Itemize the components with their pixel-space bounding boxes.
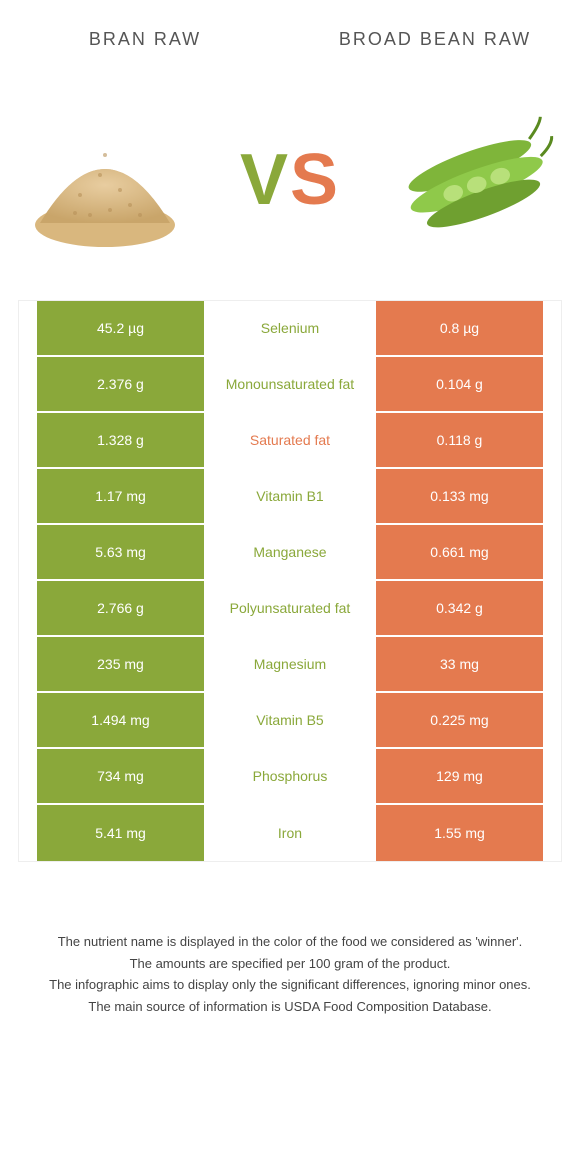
table-row: 45.2 µgSelenium0.8 µg xyxy=(37,301,543,357)
table-row: 5.41 mgIron1.55 mg xyxy=(37,805,543,861)
cell-right-value: 0.118 g xyxy=(376,413,543,467)
cell-right-value: 0.342 g xyxy=(376,581,543,635)
footer-line-4: The main source of information is USDA F… xyxy=(30,997,550,1017)
bran-pile-icon xyxy=(20,95,190,265)
cell-nutrient-name: Polyunsaturated fat xyxy=(204,581,376,635)
table-row: 2.766 gPolyunsaturated fat0.342 g xyxy=(37,581,543,637)
table-row: 1.17 mgVitamin B10.133 mg xyxy=(37,469,543,525)
cell-right-value: 0.8 µg xyxy=(376,301,543,355)
cell-nutrient-name: Manganese xyxy=(204,525,376,579)
header-right-title: BROAD BEAN RAW xyxy=(290,28,580,51)
footer-line-2: The amounts are specified per 100 gram o… xyxy=(30,954,550,974)
cell-nutrient-name: Phosphorus xyxy=(204,749,376,803)
broad-beans-icon xyxy=(390,95,560,265)
cell-right-value: 129 mg xyxy=(376,749,543,803)
cell-right-value: 0.661 mg xyxy=(376,525,543,579)
header-left-title: BRAN RAW xyxy=(0,28,290,51)
cell-left-value: 1.494 mg xyxy=(37,693,204,747)
cell-nutrient-name: Saturated fat xyxy=(204,413,376,467)
cell-left-value: 5.63 mg xyxy=(37,525,204,579)
cell-right-value: 1.55 mg xyxy=(376,805,543,861)
images-row: VS xyxy=(0,80,580,280)
cell-right-value: 0.104 g xyxy=(376,357,543,411)
table-row: 1.494 mgVitamin B50.225 mg xyxy=(37,693,543,749)
vs-left-letter: V xyxy=(240,140,290,220)
cell-nutrient-name: Monounsaturated fat xyxy=(204,357,376,411)
table-row: 1.328 gSaturated fat0.118 g xyxy=(37,413,543,469)
cell-nutrient-name: Vitamin B5 xyxy=(204,693,376,747)
vs-right-letter: S xyxy=(290,140,340,220)
table-row: 2.376 gMonounsaturated fat0.104 g xyxy=(37,357,543,413)
table-row: 5.63 mgManganese0.661 mg xyxy=(37,525,543,581)
footer-line-1: The nutrient name is displayed in the co… xyxy=(30,932,550,952)
cell-left-value: 1.17 mg xyxy=(37,469,204,523)
comparison-table: 45.2 µgSelenium0.8 µg2.376 gMonounsatura… xyxy=(18,300,562,862)
cell-left-value: 1.328 g xyxy=(37,413,204,467)
cell-nutrient-name: Selenium xyxy=(204,301,376,355)
cell-left-value: 5.41 mg xyxy=(37,805,204,861)
cell-left-value: 734 mg xyxy=(37,749,204,803)
cell-nutrient-name: Magnesium xyxy=(204,637,376,691)
cell-nutrient-name: Iron xyxy=(204,805,376,861)
cell-left-value: 2.376 g xyxy=(37,357,204,411)
header-row: BRAN RAW BROAD BEAN RAW xyxy=(0,0,580,80)
cell-left-value: 235 mg xyxy=(37,637,204,691)
cell-right-value: 0.225 mg xyxy=(376,693,543,747)
cell-right-value: 33 mg xyxy=(376,637,543,691)
table-row: 734 mgPhosphorus129 mg xyxy=(37,749,543,805)
vs-label: VS xyxy=(240,144,340,216)
cell-left-value: 2.766 g xyxy=(37,581,204,635)
footer-line-3: The infographic aims to display only the… xyxy=(30,975,550,995)
cell-nutrient-name: Vitamin B1 xyxy=(204,469,376,523)
footer-notes: The nutrient name is displayed in the co… xyxy=(0,862,580,1016)
cell-right-value: 0.133 mg xyxy=(376,469,543,523)
cell-left-value: 45.2 µg xyxy=(37,301,204,355)
table-row: 235 mgMagnesium33 mg xyxy=(37,637,543,693)
